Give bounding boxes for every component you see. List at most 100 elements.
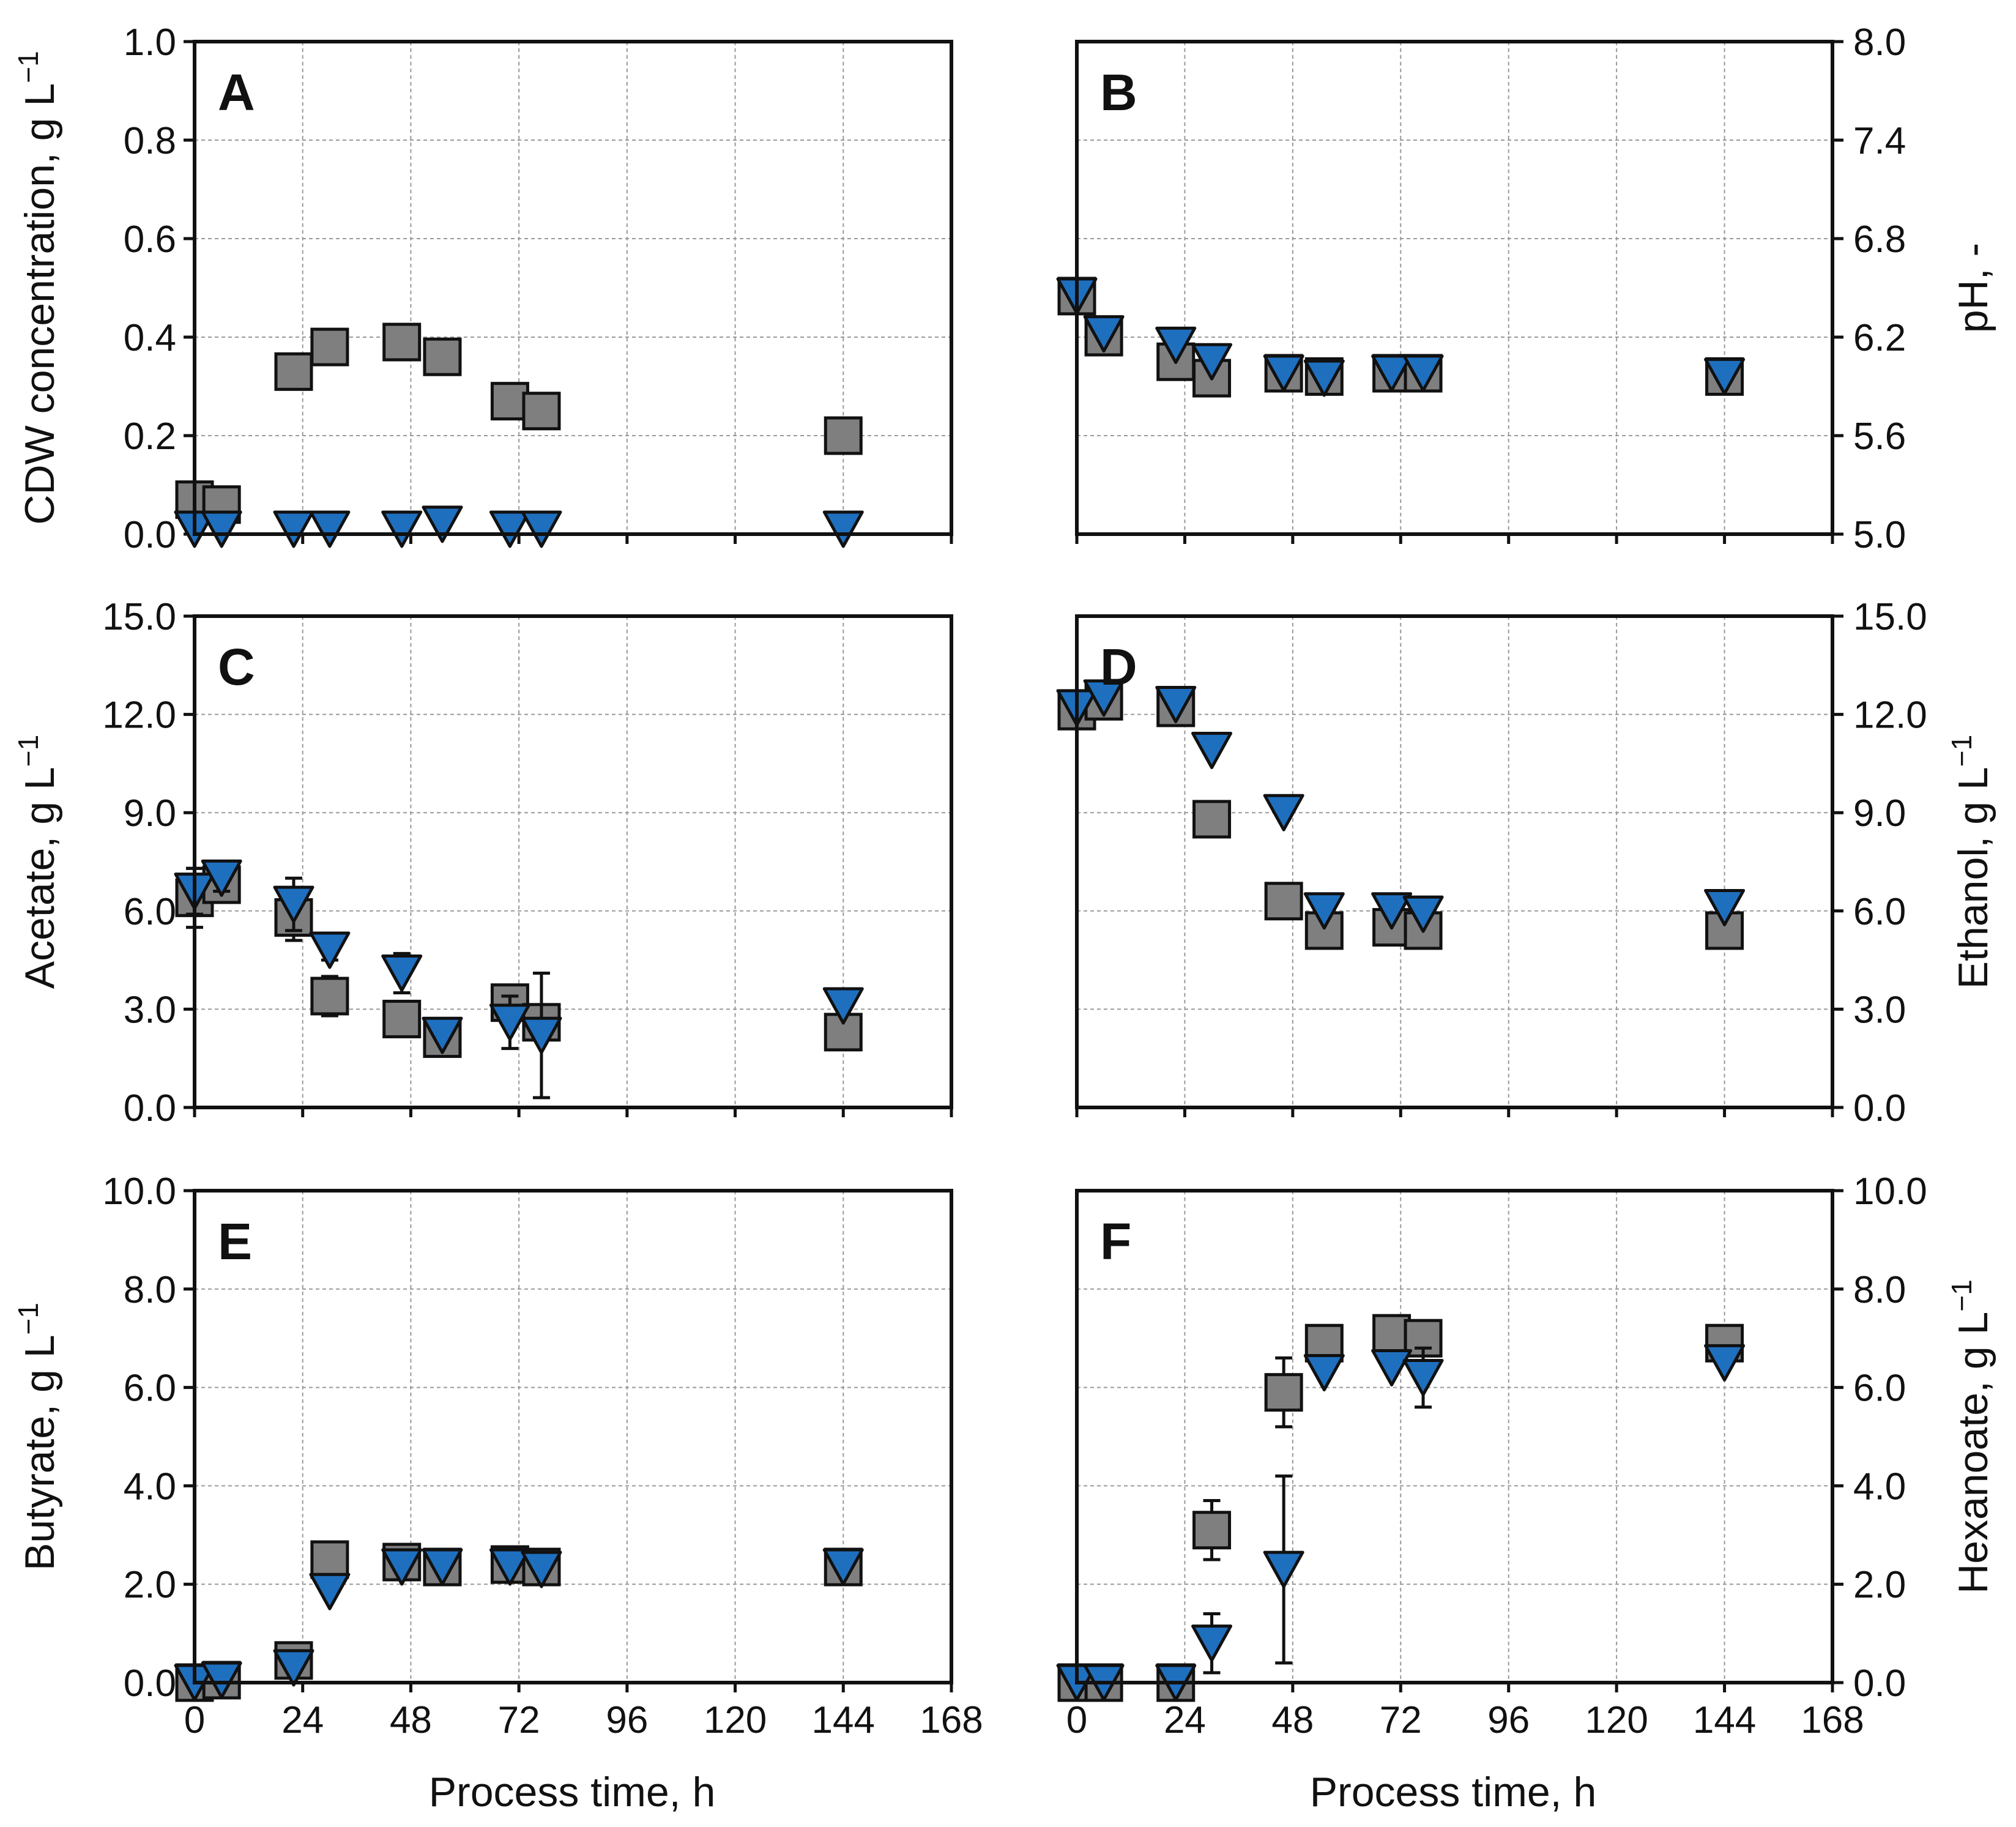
data-point-square [1192, 800, 1232, 839]
data-point-triangle [309, 510, 351, 548]
y-tick-label: 6.0 [1853, 891, 1906, 933]
x-tick-label: 96 [1487, 1699, 1530, 1741]
y-tick-label: 7.4 [1853, 120, 1906, 162]
panel-letter-c: C [218, 638, 255, 696]
data-point-triangle [1402, 354, 1444, 392]
y-tick-label: 6.2 [1853, 317, 1906, 359]
data-point-triangle [1704, 888, 1746, 926]
y-tick-label: 1.0 [124, 21, 176, 64]
x-tick-label: 144 [812, 1699, 875, 1741]
panel-letter-e: E [218, 1213, 252, 1270]
data-point-triangle [1191, 343, 1233, 381]
data-point-square [274, 352, 313, 391]
data-point-square [423, 337, 462, 376]
y-tick-label: 0.0 [1853, 1087, 1906, 1129]
x-tick-label: 0 [184, 1699, 205, 1741]
y-tick-label: 9.0 [124, 792, 176, 835]
data-point-triangle [273, 885, 314, 923]
y-tick-label: 6.0 [124, 891, 176, 933]
panel-frame [193, 40, 953, 536]
y-tick-label: 3.0 [124, 989, 176, 1031]
y-tick-label: 0.0 [124, 514, 176, 556]
x-tick-label: 72 [1380, 1699, 1422, 1741]
y-tick-label: 0.4 [124, 317, 176, 359]
y-tick-label: 15.0 [102, 596, 176, 638]
y-tick-label: 0.6 [124, 218, 176, 261]
y-tick-label: 8.0 [124, 1269, 176, 1311]
y-tick-label: 0.0 [124, 1662, 176, 1705]
data-point-square [1264, 1373, 1303, 1412]
panel-a: 0.0 0.2 0.4 0.6 0.8 1.0 CDW concentration, g L… [12, 21, 953, 556]
y-tick-label: 6.0 [124, 1367, 176, 1410]
y-tick-label: 8.0 [1853, 1269, 1906, 1311]
data-point-square [310, 327, 349, 367]
x-tick-label: 96 [606, 1699, 648, 1741]
data-point-triangle [1402, 895, 1444, 933]
y-tick-label: 0.2 [124, 415, 176, 458]
data-point-triangle [1083, 679, 1125, 717]
data-point-triangle [1371, 1349, 1413, 1386]
data-point-square [310, 1540, 349, 1579]
panel-letter-b: B [1100, 64, 1137, 121]
panel-frame [1075, 1189, 1834, 1684]
data-point-triangle [822, 510, 864, 548]
y-tick-label: 6.8 [1853, 218, 1906, 261]
data-point-triangle [521, 1016, 562, 1054]
y-tick-label: 9.0 [1853, 792, 1906, 835]
data-point-triangle [381, 510, 423, 548]
data-point-triangle [422, 505, 463, 543]
y-tick-label: 6.0 [1853, 1367, 1906, 1410]
data-point-triangle [1191, 1624, 1233, 1662]
y-tick-label: 8.0 [1853, 21, 1906, 64]
data-point-triangle [273, 1649, 314, 1687]
data-point-square [1264, 882, 1303, 921]
y-axis-title-c: Acetate, g L−1 [12, 735, 63, 989]
data-point-triangle [1155, 326, 1197, 364]
data-point-triangle [422, 1548, 463, 1586]
panel-d: 0.0 3.0 6.0 9.0 12.0 15.0 Ethanol, g L−1 D [1056, 596, 1996, 1129]
data-point-triangle [822, 987, 864, 1025]
panel-letter-d: D [1100, 638, 1137, 696]
data-point-triangle [489, 1003, 530, 1041]
y-tick-label: 4.0 [1853, 1465, 1906, 1508]
data-point-triangle [1303, 359, 1345, 397]
data-point-triangle [1704, 357, 1746, 395]
y-tick-label: 12.0 [102, 694, 176, 737]
data-point-triangle [381, 1548, 423, 1586]
data-point-square [310, 977, 349, 1016]
panel-frame [193, 614, 953, 1109]
panel-letter-f: F [1100, 1213, 1131, 1270]
y-tick-label: 5.0 [1853, 514, 1906, 556]
y-tick-label: 2.0 [124, 1564, 176, 1606]
panel-frame [193, 1189, 953, 1684]
x-tick-label: 0 [1066, 1699, 1087, 1741]
data-point-triangle [1704, 1344, 1746, 1382]
data-point-triangle [1155, 686, 1197, 724]
y-axis-title-d: Ethanol, g L−1 [1946, 735, 1996, 989]
data-point-triangle [1263, 1550, 1304, 1588]
panel-frame [1075, 40, 1834, 536]
data-point-triangle [273, 510, 314, 548]
y-tick-label: 3.0 [1853, 989, 1906, 1031]
data-point-triangle [201, 859, 242, 897]
data-point-triangle [521, 1550, 562, 1588]
x-tick-label: 168 [1801, 1699, 1864, 1741]
y-tick-label: 0.0 [124, 1087, 176, 1129]
panel-b: 5.0 5.6 6.2 6.8 7.4 8.0 pH, - B [1056, 21, 1996, 556]
y-tick-label: 15.0 [1853, 596, 1927, 638]
data-point-triangle [1303, 1353, 1345, 1391]
data-point-triangle [1191, 731, 1233, 769]
x-tick-label: 48 [390, 1699, 432, 1741]
data-point-triangle [1371, 354, 1413, 392]
data-point-triangle [422, 1016, 463, 1054]
data-point-triangle [309, 1572, 351, 1610]
data-point-triangle [489, 1548, 530, 1586]
x-tick-label: 72 [498, 1699, 540, 1741]
data-point-triangle [309, 931, 351, 969]
y-tick-label: 0.0 [1853, 1662, 1906, 1705]
y-axis-title-e: Butyrate, g L−1 [12, 1303, 63, 1571]
data-point-triangle [1303, 892, 1345, 930]
